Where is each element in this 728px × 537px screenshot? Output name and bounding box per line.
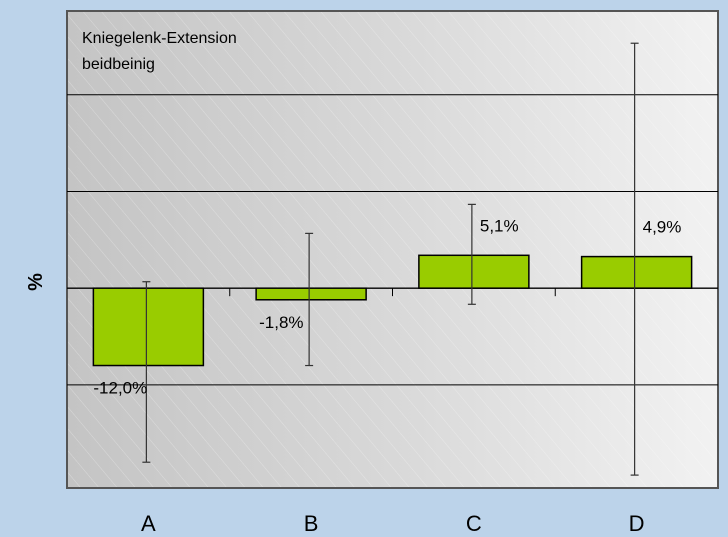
chart-subtitle: beidbeinig <box>82 56 155 73</box>
data-label-A: -12,0% <box>93 379 147 398</box>
x-tick-label-C: C <box>466 511 482 536</box>
x-tick-label-A: A <box>141 511 156 536</box>
plot-border <box>66 10 719 489</box>
bar-D <box>580 255 693 289</box>
error-bars <box>142 42 639 476</box>
bars <box>92 254 693 367</box>
x-tick-label-B: B <box>304 511 319 536</box>
plot-hatch <box>67 11 718 488</box>
x-tick-label-D: D <box>629 511 645 536</box>
chart-title: Kniegelenk-Extension <box>82 30 237 47</box>
bar-C <box>418 254 530 289</box>
plot-area <box>66 10 719 489</box>
bar-A <box>92 287 205 367</box>
data-labels: -12,0% -1,8% 5,1% 4,9% <box>93 216 681 397</box>
y-axis-label: % <box>25 273 47 291</box>
data-label-D: 4,9% <box>643 218 682 237</box>
data-label-C: 5,1% <box>480 216 519 235</box>
data-label-B: -1,8% <box>259 313 303 332</box>
bar-B <box>255 287 367 301</box>
x-tick-labels: A B C D <box>141 511 645 536</box>
